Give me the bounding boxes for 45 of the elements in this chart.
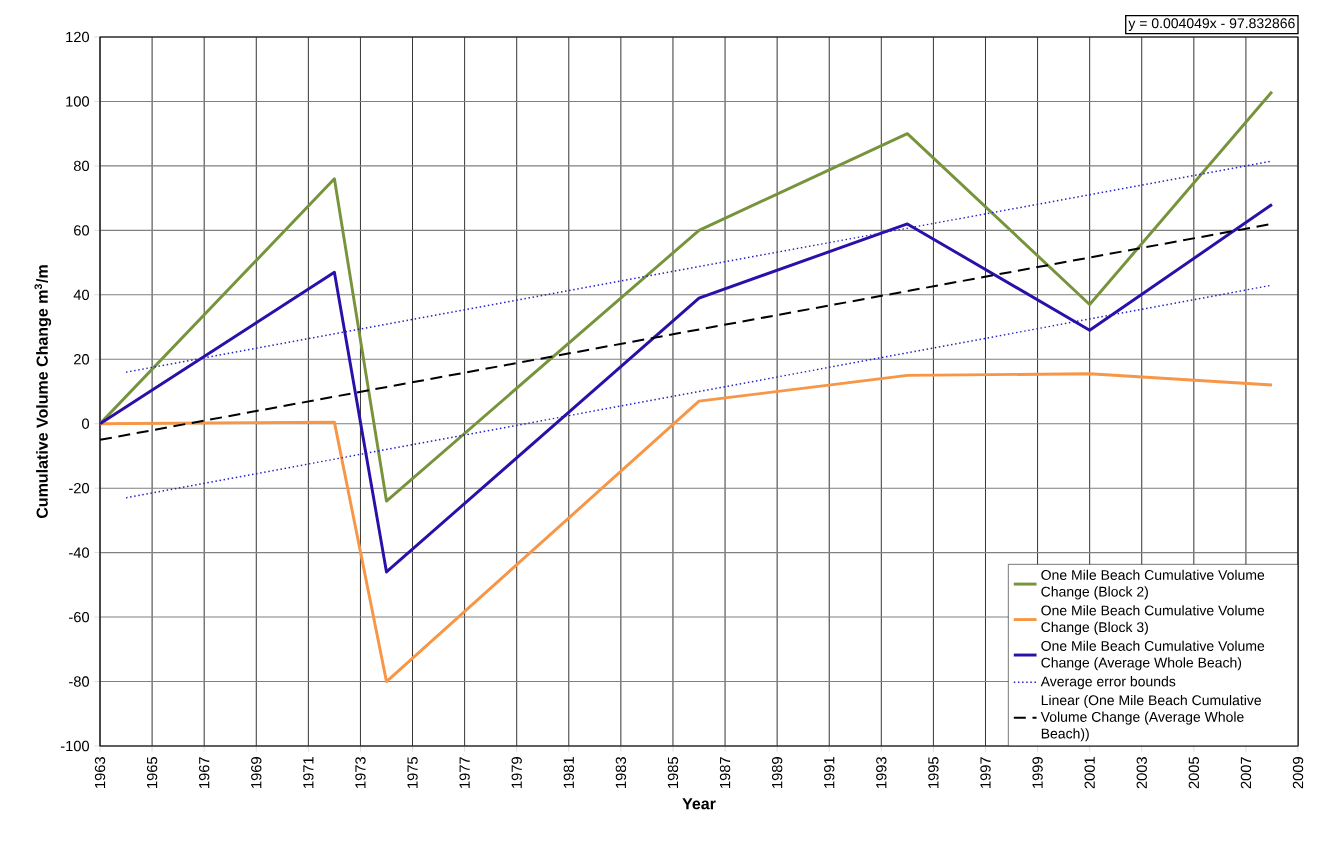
x-tick-label: 1981	[563, 757, 574, 788]
x-tick-label: 2001	[1084, 757, 1095, 789]
legend-label: One Mile Beach Cumulative Volume Change (Block 2)	[1041, 569, 1265, 600]
y-tick-label: 80	[73, 160, 90, 172]
x-tick-label: 1963	[94, 757, 106, 788]
x-tick-label: 1969	[251, 757, 262, 788]
y-tick-label: 0	[82, 418, 90, 429]
x-tick-label: 2005	[1188, 757, 1200, 789]
x-tick-label: 2003	[1136, 757, 1147, 789]
x-axis-title: Year	[682, 798, 716, 810]
x-tick-label: 2007	[1240, 757, 1252, 789]
x-tick-label: 1967	[199, 757, 210, 788]
y-tick-label: 40	[73, 289, 90, 301]
line-series	[100, 90, 1274, 503]
x-tick-label: 1977	[459, 757, 470, 788]
y-tick-label: -80	[69, 676, 90, 687]
y-tick-label: -60	[69, 611, 90, 623]
legend-label: One Mile Beach Cumulative Volume Change (Block 3)	[1041, 605, 1265, 635]
y-tick-label: -20	[69, 483, 90, 494]
legend-label: One Mile Beach Cumulative Volume Change (Average Whole Beach)	[1041, 640, 1265, 671]
x-tick-label: 1985	[667, 757, 679, 788]
x-tick-label: 1995	[928, 757, 939, 788]
x-tick-label: 2009	[1292, 757, 1304, 789]
y-tick-label: 20	[74, 354, 90, 365]
x-tick-label: 1965	[146, 757, 158, 788]
x-tick-label: 1973	[355, 757, 366, 788]
legend-label: Average error bounds	[1040, 676, 1176, 690]
x-tick-label: 1991	[824, 757, 835, 788]
x-tick-label: 1997	[980, 757, 991, 788]
x-tick-label: 1999	[1032, 757, 1043, 788]
x-tick-label: 1993	[876, 757, 887, 788]
y-tick-label: 120	[66, 31, 90, 43]
text: y = 0.004049x - 97.832866	[1128, 18, 1295, 31]
x-tick-label: 1979	[511, 757, 522, 788]
x-tick-label: 1983	[615, 757, 627, 788]
y-tick-label: 60	[74, 225, 90, 236]
y-tick-label: 100	[66, 96, 90, 107]
x-tick-label: 1989	[771, 757, 783, 788]
x-tick-label: 1971	[303, 757, 314, 788]
y-tick-label: -100	[60, 740, 90, 752]
y-axis-title: Cumulative Volume Change m$^{3}$/m	[34, 265, 52, 519]
x-tick-label: 1987	[719, 757, 731, 788]
y-tick-label: -40	[69, 547, 90, 558]
x-tick-label: 1975	[407, 757, 418, 788]
legend-label: Linear (One Mile Beach Cumulative Volume Change (Average Whole Beach))	[1040, 694, 1261, 742]
